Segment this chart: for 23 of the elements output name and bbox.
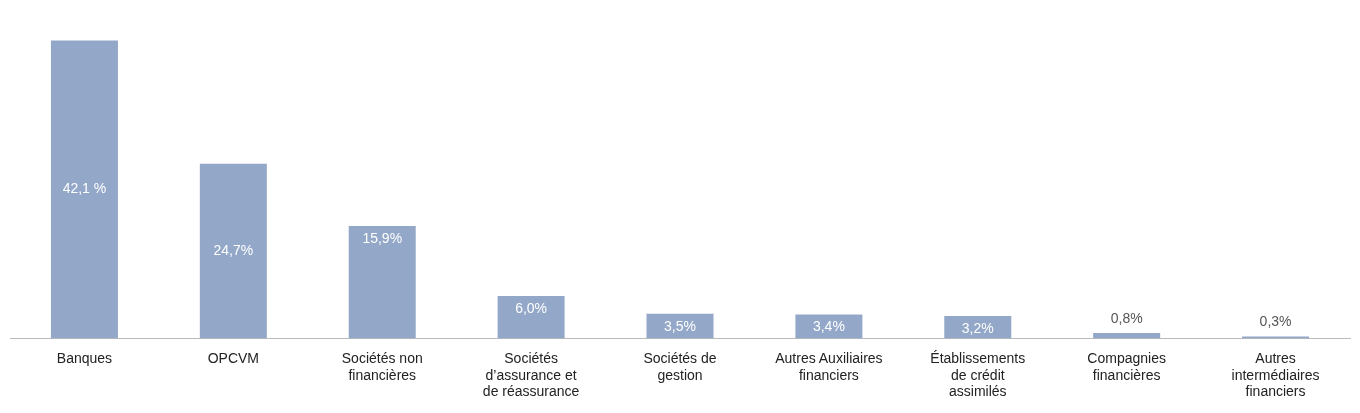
data-label: 3,5% [664,317,696,334]
x-tick-label: OPCVM [207,349,260,366]
data-label: 0,3% [1259,313,1292,330]
data-label: 42,1 % [62,180,107,197]
data-label: 6,0% [515,299,548,316]
x-tick-label: Sociétés non financières [341,349,423,383]
x-tick-label: Sociétés d’assurance et de réassurance [482,349,580,400]
bar [348,226,416,339]
bar [1242,336,1310,339]
x-tick-label: Autres Auxiliaires financiers [775,349,883,383]
bar [497,296,565,339]
x-tick-label: Sociétés de gestion [643,349,717,383]
data-label: 24,7% [213,242,254,259]
x-tick-label: Autres intermédiaires financiers [1231,349,1320,400]
data-label: 0,8% [1110,309,1143,326]
x-tick-label: Compagnies financières [1087,349,1166,383]
x-tick-label: Banques [56,349,113,366]
bar [50,40,118,339]
x-tick-label: Établissements de crédit assimilés [930,349,1026,400]
bar [199,163,267,339]
data-label: 3,4% [812,318,845,335]
data-label: 15,9% [362,229,403,246]
data-label: 3,2% [961,319,994,336]
